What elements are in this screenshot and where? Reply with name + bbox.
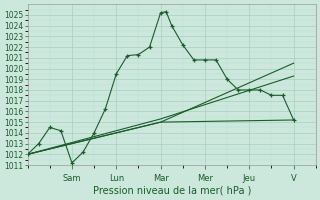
X-axis label: Pression niveau de la mer( hPa ): Pression niveau de la mer( hPa ) bbox=[92, 186, 251, 196]
